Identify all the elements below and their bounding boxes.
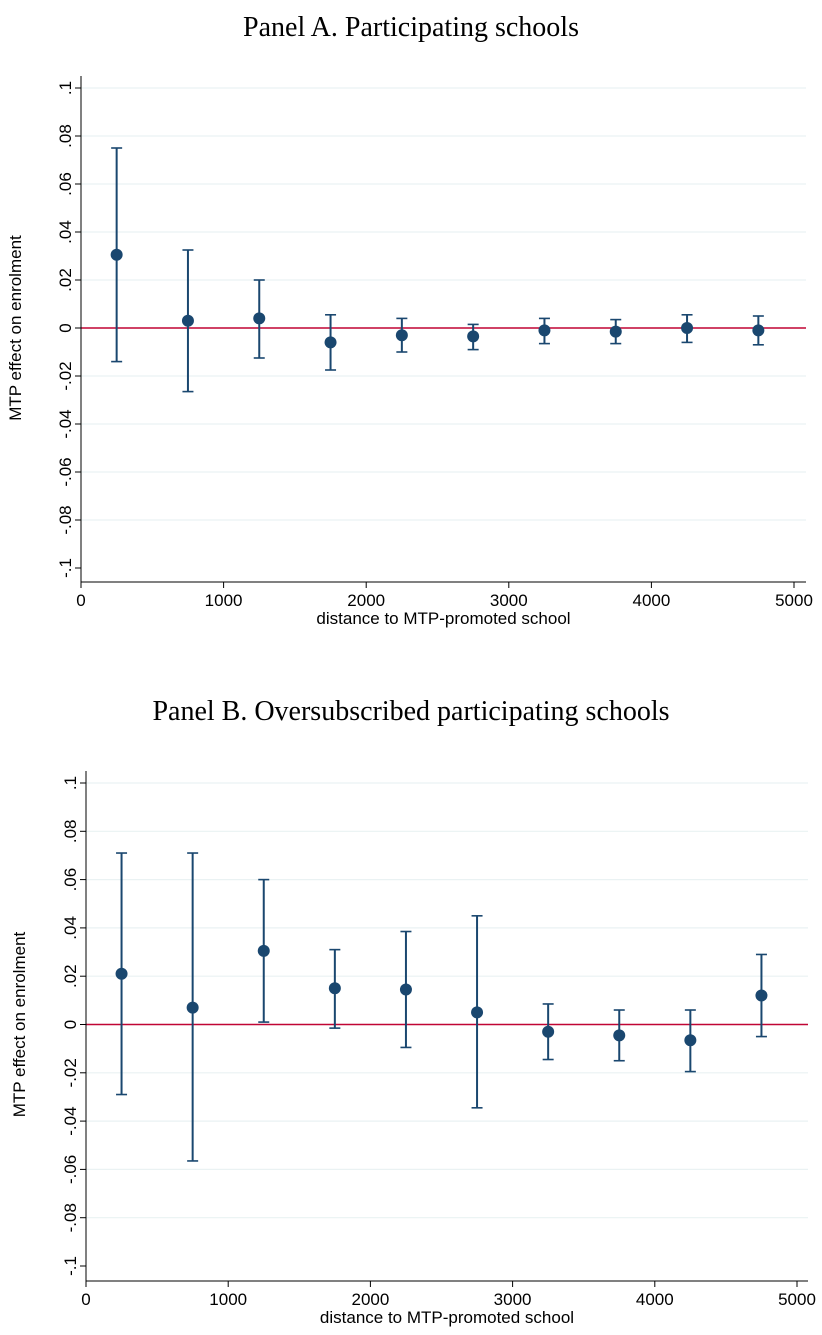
y-tick-label: .04 [61, 916, 80, 940]
data-point [399, 983, 412, 996]
y-tick-label: .02 [56, 268, 75, 292]
data-point [538, 324, 551, 337]
x-tick-label: 4000 [632, 591, 670, 610]
data-point [752, 324, 765, 337]
y-tick-label: .02 [61, 964, 80, 988]
data-point [328, 982, 341, 995]
data-point [181, 314, 194, 327]
data-point [467, 330, 480, 343]
y-tick-label: 0 [61, 1020, 80, 1029]
x-tick-label: 2000 [351, 1290, 389, 1309]
x-tick-label: 2000 [347, 591, 385, 610]
x-tick-label: 1000 [209, 1290, 247, 1309]
data-point [253, 312, 266, 325]
x-tick-label: 0 [76, 591, 85, 610]
chart-title: Panel B. Oversubscribed participating sc… [152, 696, 670, 727]
data-point [324, 336, 337, 349]
chart-title: Panel A. Participating schools [243, 12, 579, 43]
y-tick-label: -.02 [61, 1058, 80, 1087]
data-point [609, 325, 622, 338]
y-tick-label: -.1 [56, 558, 75, 578]
y-tick-label: .1 [61, 776, 80, 790]
data-point [755, 989, 768, 1002]
y-axis-title: MTP effect on enrolment [6, 235, 25, 421]
y-tick-label: .1 [56, 81, 75, 95]
data-point [542, 1025, 555, 1038]
y-tick-label: .04 [56, 220, 75, 244]
y-tick-label: -.08 [56, 505, 75, 534]
data-point [613, 1029, 626, 1042]
y-tick-label: -.06 [56, 457, 75, 486]
y-tick-label: 0 [56, 323, 75, 332]
x-tick-label: 1000 [205, 591, 243, 610]
chart-plot-b: -.1 -.08 -.06 -.04 -.02 0 .02 .04 .06 .08 .1 0 1000 2… [10, 771, 816, 1327]
panel-a: Panel A. Participating schools -.1 -.08 -.… [0, 0, 822, 660]
x-tick-label: 5000 [775, 591, 813, 610]
y-tick-label: -.08 [61, 1203, 80, 1232]
data-point [257, 944, 270, 957]
data-point [110, 248, 123, 261]
y-tick-label: .08 [61, 819, 80, 843]
x-tick-label: 5000 [778, 1290, 816, 1309]
y-axis-title: MTP effect on enrolment [10, 931, 29, 1117]
y-tick-label: -.04 [56, 409, 75, 438]
x-axis-title: distance to MTP-promoted school [320, 1308, 574, 1327]
x-axis-title: distance to MTP-promoted school [316, 609, 570, 628]
data-point [471, 1006, 484, 1019]
x-tick-label: 0 [81, 1290, 90, 1309]
data-point [395, 329, 408, 342]
data-point [681, 322, 694, 334]
y-tick-label: -.04 [61, 1106, 80, 1135]
data-point [186, 1001, 199, 1014]
y-tick-label: .08 [56, 124, 75, 148]
y-tick-label: .06 [56, 172, 75, 196]
data-point [115, 967, 128, 980]
data-point [684, 1034, 697, 1047]
y-tick-label: -.1 [61, 1256, 80, 1276]
x-tick-label: 3000 [494, 1290, 532, 1309]
chart-plot-a: -.1 -.08 -.06 -.04 -.02 0 .02 .04 .06 .08 .1 0 1000 2… [6, 76, 813, 628]
x-tick-label: 3000 [490, 591, 528, 610]
y-tick-label: .06 [61, 868, 80, 892]
y-tick-label: -.06 [61, 1155, 80, 1184]
y-tick-label: -.02 [56, 361, 75, 390]
panel-b: Panel B. Oversubscribed participating sc… [0, 690, 822, 1335]
x-tick-label: 4000 [636, 1290, 674, 1309]
